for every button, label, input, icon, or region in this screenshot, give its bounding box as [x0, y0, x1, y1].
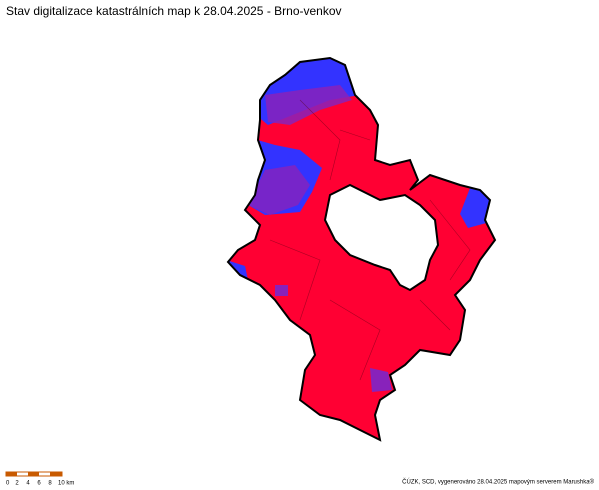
cadastral-borders: [228, 58, 495, 381]
partial-area: [370, 368, 392, 392]
scale-label: 0: [6, 481, 10, 487]
scale-label: 8: [48, 481, 52, 487]
scale-bar: [5, 471, 63, 477]
scale-bar-segment: [50, 472, 62, 476]
district-outline: [226, 56, 497, 442]
partial-area: [275, 285, 288, 296]
map-title: Stav digitalizace katastrálních map k 28…: [6, 4, 342, 18]
partial-area: [265, 85, 352, 125]
scale-label: 2: [15, 481, 19, 487]
scale-label: 4: [26, 481, 30, 487]
scale-bar-segment: [28, 472, 39, 476]
scale-label: 10 km: [58, 481, 74, 487]
scale-label: 6: [37, 481, 41, 487]
credit: ČÚZK, SCD, vygenerováno 28.04.2025 mapov…: [402, 479, 594, 486]
scale-bar-segment: [6, 472, 17, 476]
partial-area: [248, 165, 310, 215]
brno-city-hole: [323, 183, 440, 292]
